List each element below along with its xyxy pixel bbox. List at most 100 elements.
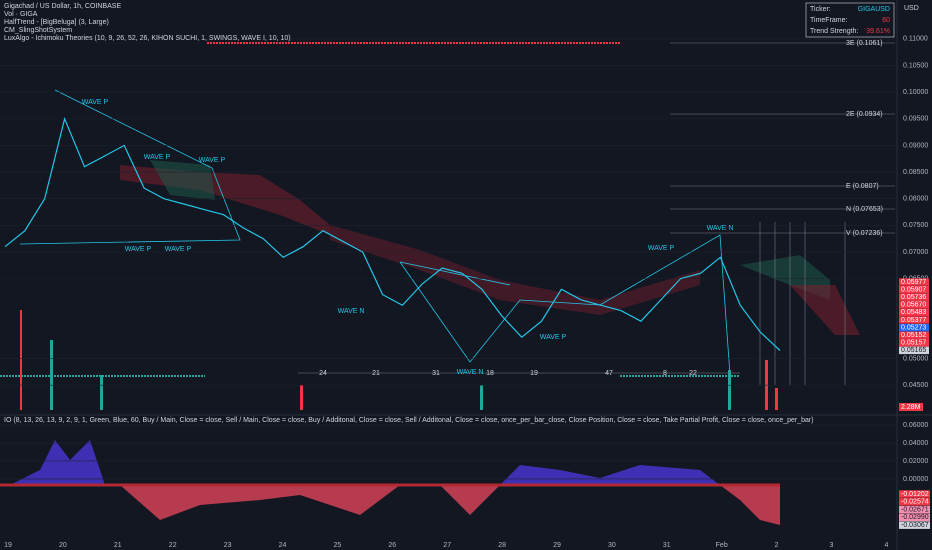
price-label: 0.05165 <box>901 347 926 354</box>
price-label: 0.05157 <box>901 340 926 347</box>
price-label-box <box>899 308 929 317</box>
legend-line: LuxAlgo - Ichimoku Theories (10, 9, 26, … <box>4 35 291 42</box>
wave-label: WAVE N <box>338 308 365 315</box>
indicator-label-box <box>899 521 930 529</box>
price-label: 0.05377 <box>901 317 926 324</box>
price-label: 0.05483 <box>901 309 926 316</box>
price-label-box <box>899 331 929 339</box>
count-label: 24 <box>319 370 327 377</box>
indicator-label-box <box>899 490 930 498</box>
indicator-areas <box>0 440 780 525</box>
y-tick-label: 0.02000 <box>903 458 928 465</box>
price-label-box <box>899 285 929 294</box>
count-label: 31 <box>432 370 440 377</box>
price-label-box <box>899 293 929 301</box>
price-label: 0.05152 <box>901 332 926 339</box>
wave-label: WAVE N <box>707 225 734 232</box>
level-label: E (0.0807) <box>846 183 879 190</box>
price-label: 0.05977 <box>901 279 926 286</box>
date-label: Feb <box>716 542 728 549</box>
wave-label: WAVE N <box>457 369 484 376</box>
table-value: 39.61% <box>866 28 890 35</box>
table-value: 60 <box>882 17 890 24</box>
price-label-box <box>899 301 929 309</box>
price-label-box <box>899 339 929 347</box>
currency-box <box>899 2 929 14</box>
price-label: 0.05670 <box>901 302 926 309</box>
top-right-table <box>805 2 895 38</box>
currency: USD <box>904 5 919 12</box>
y-tick-label: 0.07000 <box>903 249 928 256</box>
date-label: 27 <box>443 542 451 549</box>
indicator-label: -0.02671 <box>901 506 929 513</box>
date-label: 23 <box>224 542 232 549</box>
wave-label: WAVE P <box>540 334 567 341</box>
indicator-title: IO (8, 13, 26, 13, 9, 2, 9, 1, Green, Bl… <box>4 417 814 424</box>
y-tick-label: 0.09500 <box>903 116 928 123</box>
date-label: 20 <box>59 542 67 549</box>
count-label: 21 <box>372 370 380 377</box>
y-tick-label: 0.07500 <box>903 222 928 229</box>
count-label: 19 <box>530 370 538 377</box>
indicator-label-box <box>899 505 930 514</box>
count-label: 18 <box>486 370 494 377</box>
date-label: 2 <box>775 542 779 549</box>
legend-line: CM_SlingShotSystem <box>4 27 72 34</box>
level-label: V (0.07236) <box>846 230 883 237</box>
price-line <box>4 116 781 351</box>
table-value: GIGAUSD <box>858 6 890 13</box>
date-label: 30 <box>608 542 616 549</box>
wave-label: WAVE P <box>165 246 192 253</box>
projection-lines <box>670 42 895 385</box>
y-tick-label: 0.11000 <box>903 36 928 43</box>
indicator-label-box <box>899 513 930 522</box>
level-label: 2E (0.0934) <box>846 111 883 118</box>
y-tick-label: 0.05000 <box>903 355 928 362</box>
date-label: 25 <box>334 542 342 549</box>
table-key: Ticker: <box>810 6 831 13</box>
wave-line <box>19 89 241 245</box>
legend-line: HalfTrend - [BigBeluga] (3, Large) <box>4 19 109 26</box>
date-label: 24 <box>279 542 287 549</box>
indicator-label: -0.01202 <box>901 491 929 498</box>
indicator-label: -0.02574 <box>901 499 929 506</box>
indicator-label-box <box>899 498 930 506</box>
date-label: 31 <box>663 542 671 549</box>
date-label: 29 <box>553 542 561 549</box>
level-label: N (0.07653) <box>846 206 883 213</box>
y-tick-label: 0.09000 <box>903 142 928 149</box>
wave-label: WAVE P <box>82 99 109 106</box>
date-label: 4 <box>884 542 888 549</box>
legend-line: Vol · GIGA <box>4 11 38 18</box>
date-label: 19 <box>4 542 12 549</box>
y-tick-label: 0.06000 <box>903 422 928 429</box>
count-label: 8 <box>663 370 667 377</box>
y-tick-label: 0.04500 <box>903 382 928 389</box>
indicator-label: -0.02990 <box>901 514 929 521</box>
y-tick-label: 0.10000 <box>903 89 928 96</box>
count-label: 22 <box>689 370 697 377</box>
wave-label: WAVE P <box>144 154 171 161</box>
count-label: 47 <box>605 370 613 377</box>
y-tick-label: 0.08500 <box>903 169 928 176</box>
price-label-box <box>899 346 929 355</box>
indicator-label: -0.03067 <box>901 522 929 529</box>
wave-line <box>399 234 731 376</box>
wave-label: WAVE P <box>648 245 675 252</box>
wave-label: WAVE P <box>125 246 152 253</box>
cloud <box>330 225 700 315</box>
table-key: TimeFrame: <box>810 17 848 24</box>
table-key: Trend Strength: <box>810 28 858 35</box>
cloud <box>150 160 215 200</box>
date-label: 21 <box>114 542 122 549</box>
y-tick-label: 0.00000 <box>903 476 928 483</box>
wave-label: WAVE P <box>199 157 226 164</box>
price-label-box <box>899 316 929 324</box>
price-label: 0.05907 <box>901 286 926 293</box>
y-tick-label: 0.04000 <box>903 440 928 447</box>
date-label: 22 <box>169 542 177 549</box>
y-tick-label: 0.08000 <box>903 196 928 203</box>
level-label: 3E (0.1061) <box>846 40 883 47</box>
price-label: 0.05736 <box>901 294 926 301</box>
